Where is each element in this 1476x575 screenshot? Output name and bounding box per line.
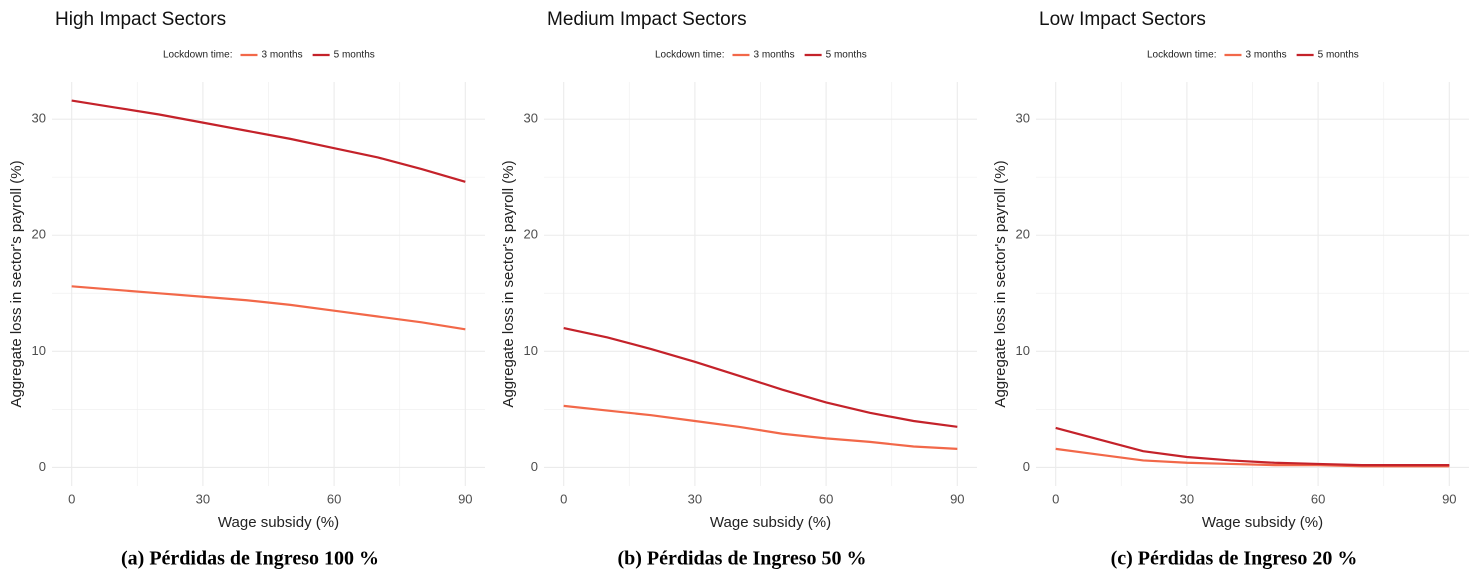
x-tick-label: 90 [1442,491,1456,506]
x-tick-label: 0 [1052,491,1059,506]
legend-title: Lockdown time: [163,50,232,61]
data-line [563,404,958,450]
panel: 0 30 60 90 0 10 20 30 Medium Impact Sectors Wage … [500,9,977,570]
x-tick-label: 90 [458,491,472,506]
x-tick-label: 90 [950,491,964,506]
chart-title: Low Impact Sectors [1039,9,1206,30]
data-line [71,99,466,183]
legend-title: Lockdown time: [1147,50,1216,61]
x-tick-label: 0 [560,491,567,506]
x-tick-label: 30 [196,491,210,506]
y-axis-label: Aggregate loss in sector's payroll (%) [992,160,1009,407]
chart-title: Medium Impact Sectors [547,9,747,30]
y-tick-label: 0 [531,459,538,474]
x-tick-label: 60 [327,491,341,506]
legend-label: 5 months [1318,50,1359,61]
y-tick-label: 30 [32,111,46,126]
y-tick-label: 0 [1023,459,1030,474]
y-tick-label: 30 [1016,111,1030,126]
data-line [563,327,958,428]
data-line [71,285,466,331]
y-axis-label: Aggregate loss in sector's payroll (%) [500,160,517,407]
caption: (c) Pérdidas de Ingreso 20 % [1111,548,1358,570]
y-tick-label: 10 [524,343,538,358]
legend-label: 3 months [261,50,302,61]
legend-title: Lockdown time: [655,50,724,61]
chart-title: High Impact Sectors [55,9,226,30]
x-tick-label: 30 [1180,491,1194,506]
x-tick-label: 60 [1311,491,1325,506]
y-tick-label: 10 [1016,343,1030,358]
legend-label: 5 months [334,50,375,61]
y-tick-label: 20 [524,227,538,242]
legend-label: 3 months [1245,50,1286,61]
legend-label: 3 months [753,50,794,61]
x-tick-label: 30 [688,491,702,506]
y-axis-label: Aggregate loss in sector's payroll (%) [8,160,25,407]
legend-label: 5 months [826,50,867,61]
y-tick-label: 10 [32,343,46,358]
data-line [1055,447,1450,468]
x-axis-label: Wage subsidy (%) [1202,514,1323,531]
x-tick-label: 60 [819,491,833,506]
y-tick-label: 0 [39,459,46,474]
x-axis-label: Wage subsidy (%) [218,514,339,531]
x-tick-label: 0 [68,491,75,506]
y-tick-label: 30 [524,111,538,126]
data-line [1055,426,1450,467]
caption: (b) Pérdidas de Ingreso 50 % [617,548,866,570]
y-tick-label: 20 [1016,227,1030,242]
caption: (a) Pérdidas de Ingreso 100 % [121,548,379,570]
y-tick-label: 20 [32,227,46,242]
panel: 0 30 60 90 0 10 20 30 Low Impact Sectors Wage sub… [992,9,1469,570]
panel: 0 30 60 90 0 10 20 30 High Impact Sectors Wage su… [8,9,485,570]
x-axis-label: Wage subsidy (%) [710,514,831,531]
